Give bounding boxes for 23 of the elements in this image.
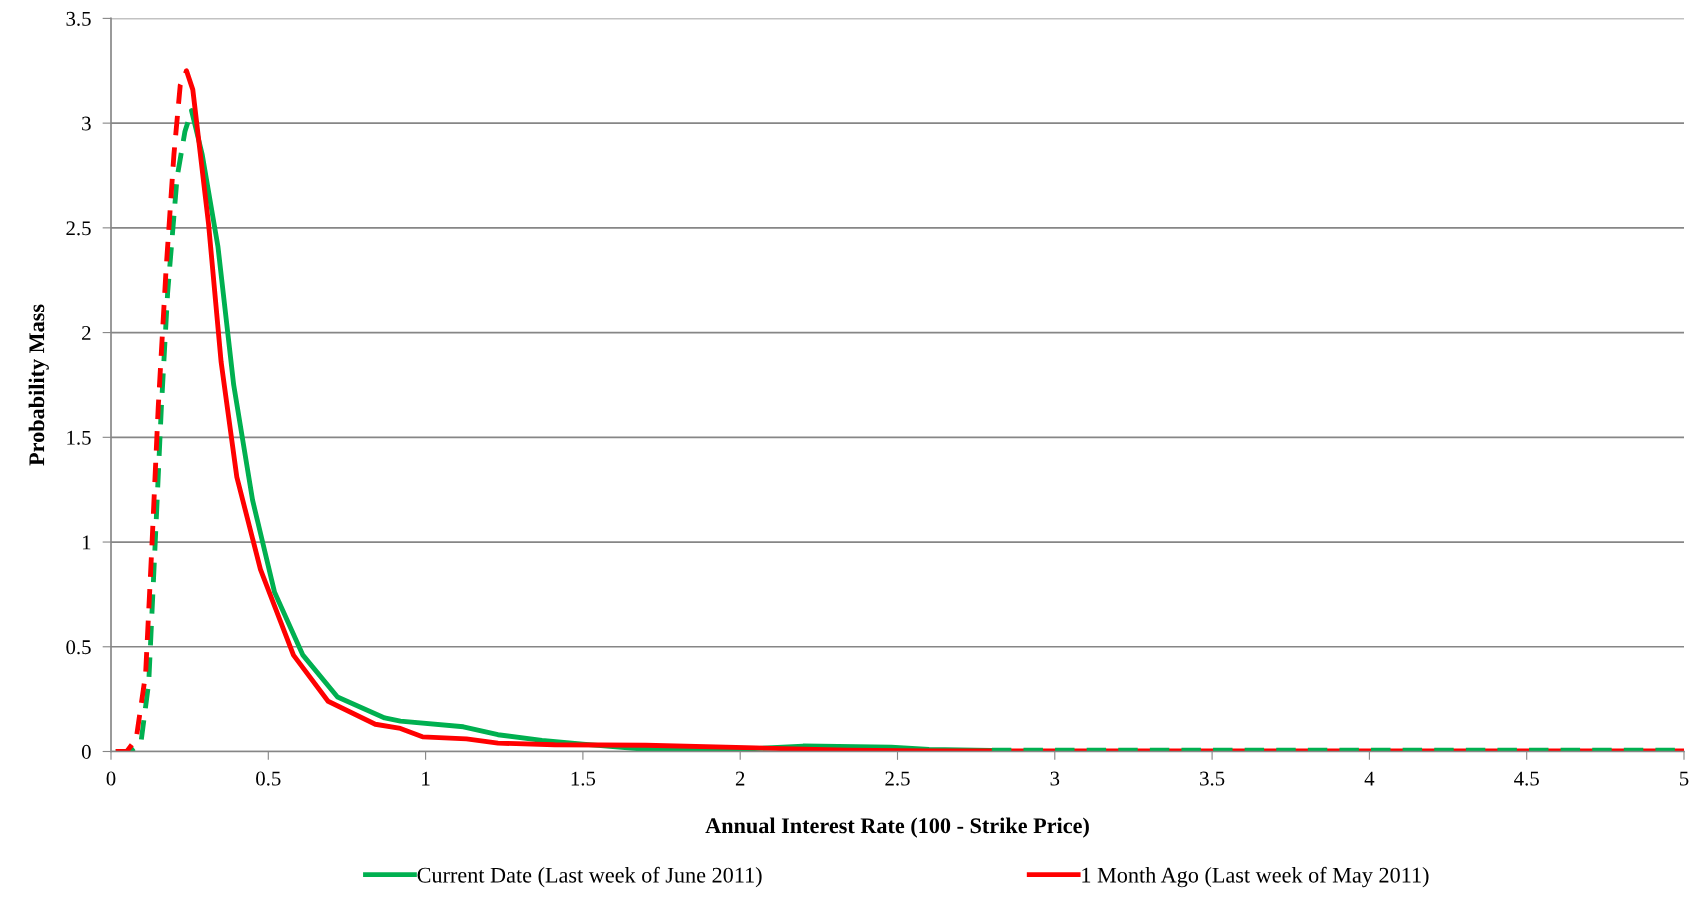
y-tick-label: 0.5	[66, 640, 91, 655]
x-tick-label: 2	[735, 771, 745, 786]
x-tick-label: 3	[1050, 771, 1060, 786]
x-tick-label: 4.5	[1514, 771, 1539, 786]
x-tick-label: 3.5	[1200, 771, 1225, 786]
y-tick-label: 3.5	[66, 11, 91, 26]
y-tick-label: 2.5	[66, 221, 91, 236]
y-tick-label: 1.5	[67, 430, 91, 445]
legend-label: Current Date (Last week of June 2011)	[417, 866, 762, 888]
x-axis-title: Annual Interest Rate (100 - Strike Price)	[705, 817, 1089, 838]
y-tick-label: 0	[81, 744, 91, 759]
legend-label: 1 Month Ago (Last week of May 2011)	[1082, 866, 1429, 888]
x-tick-label: 2.5	[885, 771, 910, 786]
y-tick-label: 2	[82, 326, 91, 340]
y-tick-label: 1	[82, 535, 91, 550]
x-tick-label: 0.5	[256, 771, 281, 786]
x-tick-label: 1.5	[571, 771, 596, 786]
x-tick-label: 0	[106, 771, 116, 786]
x-tick-label: 5	[1680, 771, 1689, 786]
y-axis-title: Probability Mass	[28, 304, 49, 466]
y-tick-label: 3	[82, 116, 91, 131]
x-tick-label: 1	[422, 771, 430, 786]
x-tick-label: 4	[1364, 771, 1375, 786]
